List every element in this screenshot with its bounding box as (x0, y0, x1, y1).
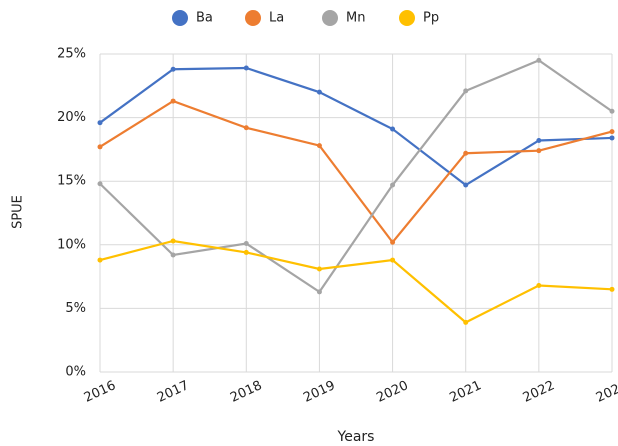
y-tick-label: 10% (57, 237, 86, 252)
data-point (316, 289, 322, 295)
data-point (316, 266, 322, 272)
data-point (463, 88, 469, 94)
data-point (536, 283, 542, 289)
data-point (243, 65, 249, 71)
data-point (243, 125, 249, 131)
data-point (170, 252, 176, 258)
x-axis-title: Years (337, 429, 375, 445)
data-point (97, 120, 103, 126)
y-tick-label: 5% (65, 301, 86, 316)
legend-label: La (269, 11, 284, 26)
legend-label: Pp (423, 11, 439, 26)
data-point (243, 241, 249, 247)
data-point (463, 319, 469, 325)
data-point (316, 143, 322, 149)
y-tick-label: 20% (57, 110, 86, 125)
data-point (170, 98, 176, 104)
x-tick-label: 2017 (155, 378, 191, 406)
x-tick-label: 2020 (374, 378, 410, 406)
legend-marker (245, 10, 261, 26)
legend-label: Ba (196, 11, 213, 26)
legend-marker (399, 10, 415, 26)
data-point (390, 182, 396, 188)
data-point (316, 89, 322, 95)
series-line (99, 59, 613, 294)
x-tick-label: 2022 (521, 378, 557, 406)
series-line (99, 99, 613, 245)
data-point (97, 181, 103, 187)
y-tick-label: 25% (57, 47, 86, 62)
x-tick-label: 2016 (82, 378, 118, 406)
data-point (536, 148, 542, 154)
y-tick-label: 15% (57, 174, 86, 189)
data-point (536, 57, 542, 63)
y-axis-title: SPUE (11, 195, 26, 229)
data-point (390, 126, 396, 132)
data-point (609, 286, 615, 292)
data-point (97, 257, 103, 263)
data-point (609, 135, 615, 141)
series-line (99, 239, 613, 324)
data-point (463, 150, 469, 156)
data-point (390, 239, 396, 245)
series-line (99, 66, 613, 187)
x-tick-label: 2018 (228, 378, 264, 406)
y-tick-label: 0% (65, 365, 86, 380)
x-tick-label: 2023 (594, 378, 618, 406)
x-tick-label: 2021 (448, 378, 484, 406)
data-point (170, 238, 176, 244)
data-point (609, 108, 615, 114)
data-point (536, 137, 542, 143)
data-point (463, 182, 469, 188)
data-point (390, 257, 396, 263)
data-point (243, 249, 249, 255)
legend-marker (322, 10, 338, 26)
legend-marker (172, 10, 188, 26)
x-tick-label: 2019 (301, 378, 337, 406)
data-point (97, 144, 103, 150)
data-point (609, 129, 615, 135)
data-point (170, 66, 176, 72)
legend-label: Mn (346, 11, 365, 26)
